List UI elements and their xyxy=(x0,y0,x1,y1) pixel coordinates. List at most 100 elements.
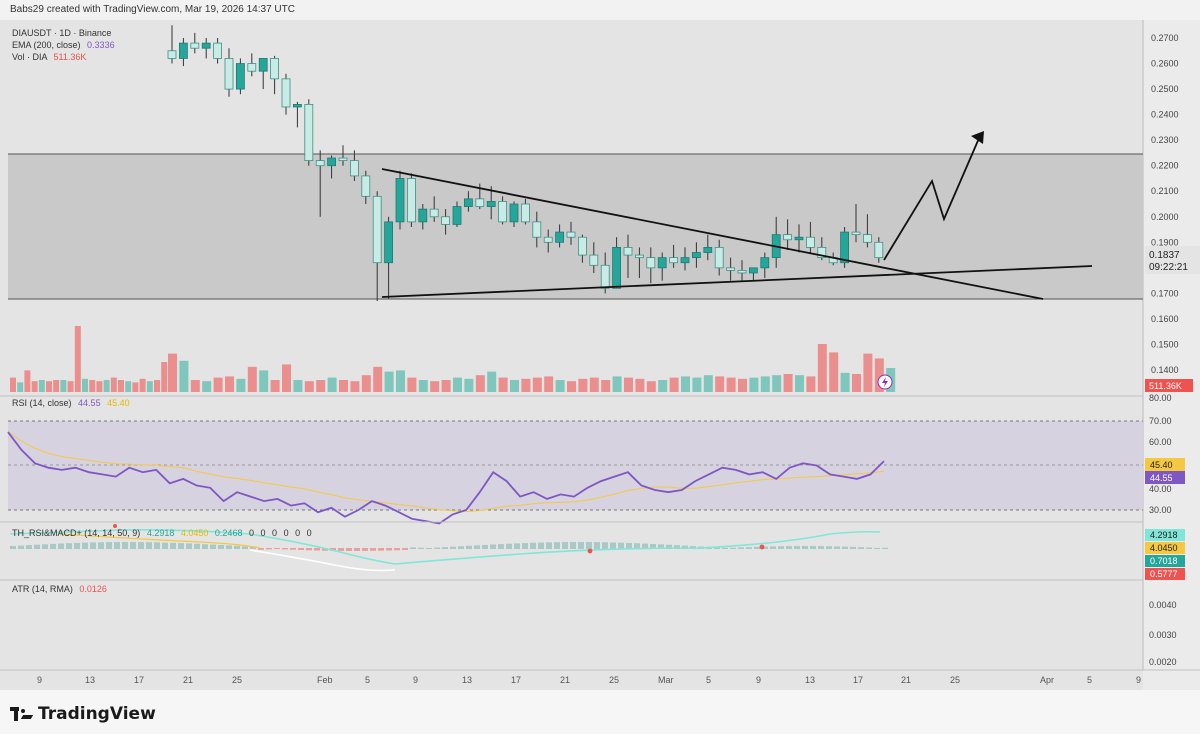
macd-hist-bar xyxy=(18,545,24,549)
macd-hist-bar xyxy=(122,542,128,549)
macd-hist-bar xyxy=(106,542,112,549)
macd-slow-line xyxy=(59,533,261,549)
volume-bar xyxy=(510,380,519,392)
macd-hist-bar xyxy=(362,548,368,551)
macd-hist-bar xyxy=(642,543,648,549)
macd-hist-bar xyxy=(714,547,720,549)
volume-bar xyxy=(418,380,428,392)
macd-hist-bar xyxy=(346,548,352,551)
candle-body xyxy=(874,241,884,259)
macd-hist-bar xyxy=(842,546,848,549)
macd-hist-bar xyxy=(66,543,72,549)
volume-bar xyxy=(316,380,326,392)
rsi-legend: RSI (14, close) 44.55 45.40 xyxy=(12,398,130,408)
candle-body xyxy=(532,221,542,238)
macd-signal-dot-3 xyxy=(759,544,765,550)
macd-hist-bar xyxy=(410,547,416,549)
macd-hist-bar xyxy=(570,542,576,549)
footer: TradingView xyxy=(0,690,1200,734)
macd-badge-3-bg xyxy=(1145,555,1185,567)
macd-hist-bar xyxy=(722,547,728,549)
macd-hist-bar xyxy=(658,544,664,549)
tradingview-wordmark: TradingView xyxy=(38,704,156,724)
price-tick: 0.2100 xyxy=(1151,186,1179,196)
volume-bar xyxy=(715,376,725,392)
macd-hist-bar xyxy=(10,546,16,549)
volume-bar xyxy=(487,371,497,392)
candle-body xyxy=(395,178,405,223)
macd-label: TH_RSI&MACD+ (14, 14, 50, 9) xyxy=(12,528,140,538)
volume-bar xyxy=(430,381,440,392)
candle-body xyxy=(178,42,188,59)
macd-hist-bar xyxy=(226,545,232,549)
macd-hist-bar xyxy=(234,545,240,549)
atr-tick-0040: 0.0040 xyxy=(1149,600,1177,610)
candle-body xyxy=(680,257,690,264)
candle-body xyxy=(463,198,473,207)
rsi-tick-30: 30.00 xyxy=(1149,505,1172,515)
candle-body xyxy=(521,203,530,223)
macd-hist-bar xyxy=(746,547,752,549)
candle-body xyxy=(361,175,371,197)
volume-bar xyxy=(24,370,31,392)
volume-bar xyxy=(738,378,747,392)
candle-body xyxy=(418,208,428,223)
lightning-glyph xyxy=(882,377,888,387)
candle-body xyxy=(817,247,827,259)
macd-hist-bar xyxy=(130,542,136,549)
volume-bar xyxy=(161,362,168,392)
volume-bar xyxy=(67,381,74,392)
rsi-tick-60: 60.00 xyxy=(1149,437,1172,447)
volume-bar xyxy=(154,380,160,392)
volume-bar xyxy=(259,370,269,392)
macd-hist-bar xyxy=(98,542,104,549)
macd-hist-bar xyxy=(594,542,600,549)
rsi-ma-badge-bg xyxy=(1145,458,1185,471)
price-tick: 0.2700 xyxy=(1151,33,1179,43)
macd-hist-bar xyxy=(490,544,496,549)
volume-bar xyxy=(38,380,45,392)
candle-body xyxy=(441,216,451,225)
macd-hist-bar xyxy=(314,548,320,551)
ema-label: EMA (200, close) xyxy=(12,40,81,50)
tradingview-logo[interactable]: TradingView xyxy=(10,704,156,724)
price-tick: 0.1500 xyxy=(1151,339,1179,349)
macd-hist-bar xyxy=(74,542,80,549)
macd-hist-bar xyxy=(394,548,400,551)
candle-body xyxy=(235,63,245,90)
chart-header: Babs29 created with TradingView.com, Mar… xyxy=(0,0,1200,20)
macd-hist-bar xyxy=(626,542,632,549)
volume-bar xyxy=(532,377,542,392)
macd-line xyxy=(9,529,881,565)
atr-tick-0020: 0.0020 xyxy=(1149,657,1177,667)
candle-body xyxy=(475,198,485,207)
macd-hist-bar xyxy=(402,548,408,550)
macd-hist-bar xyxy=(450,546,456,549)
volume-bar xyxy=(578,378,588,392)
macd-hist-bar xyxy=(58,543,64,549)
volume-bar xyxy=(46,381,52,392)
chart-background xyxy=(0,20,1143,690)
candle-body xyxy=(167,50,177,59)
macd-hist-bar xyxy=(154,542,160,549)
price-tick: 0.2400 xyxy=(1151,110,1179,120)
macd-hist-bar xyxy=(674,545,680,549)
volume-bar xyxy=(464,378,474,392)
candlestick-chart[interactable]: 0.2700 0.2600 0.2500 0.2400 0.2300 0.2200 0.21… xyxy=(0,20,1200,690)
volume-bar xyxy=(840,372,850,392)
volume-bar xyxy=(179,360,189,392)
candle-body xyxy=(543,236,553,243)
projection-path xyxy=(883,135,981,261)
candle-body xyxy=(372,195,382,264)
macd-badge-1-bg xyxy=(1145,529,1185,541)
macd-hist-bar xyxy=(538,542,544,549)
volume-bar xyxy=(795,375,804,392)
macd-hist-bar xyxy=(810,546,816,549)
macd-hist-bar xyxy=(162,542,168,549)
volume-bar xyxy=(692,377,702,392)
volume-bar xyxy=(190,380,200,392)
macd-hist-bar xyxy=(802,546,808,549)
macd-hist-bar xyxy=(418,547,424,549)
volume-bar xyxy=(125,381,132,392)
macd-hist-bar xyxy=(834,546,840,549)
